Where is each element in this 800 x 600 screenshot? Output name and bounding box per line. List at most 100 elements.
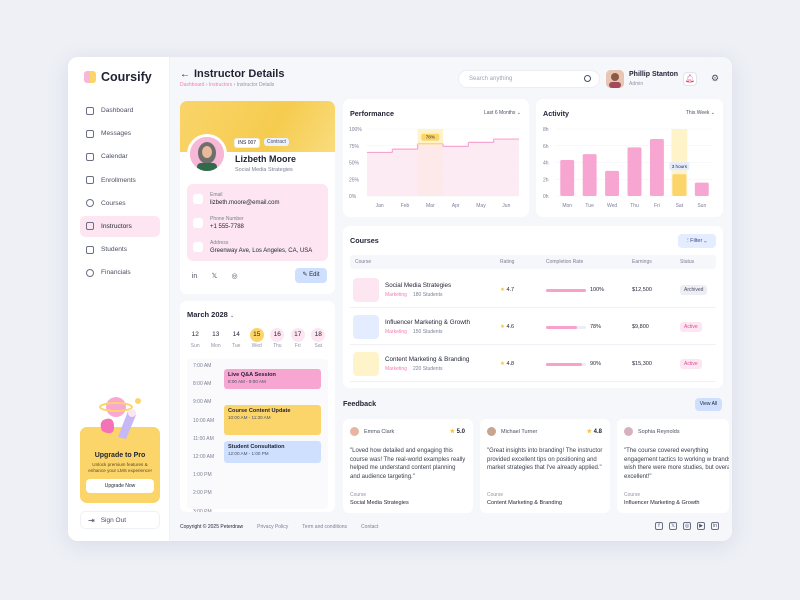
x-tick-label: Tue: [585, 203, 594, 209]
sidebar-item-dashboard[interactable]: Dashboard: [80, 100, 160, 121]
activity-bar[interactable]: [582, 154, 597, 196]
table-row[interactable]: Social Media Strategies Marketing 180 Stud…: [350, 272, 716, 308]
review-text: "The course covered everything engagemen…: [624, 448, 729, 481]
sidebar-item-financials[interactable]: Financials: [80, 262, 160, 283]
breadcrumb: Dashboard › Instructors › Instructor Det…: [180, 82, 275, 88]
sidebar-item-courses[interactable]: Courses: [80, 193, 160, 214]
search-input[interactable]: Search anything: [458, 70, 600, 88]
calendar-day[interactable]: 18 Sat: [310, 328, 327, 349]
review-rating: ★ 5.0: [450, 428, 465, 435]
course-rating: ★ 4.7: [500, 287, 514, 293]
calendar-day[interactable]: 14 Tue: [228, 328, 245, 349]
col-course[interactable]: Course: [355, 259, 372, 265]
breadcrumb-item[interactable]: Dashboard: [180, 82, 205, 88]
app-window: Coursify Dashboard Messages Calendar Enr…: [68, 57, 732, 541]
contract-badge: Contract: [264, 138, 289, 146]
col-completion[interactable]: Completion Rate: [546, 259, 584, 265]
table-row[interactable]: Influencer Marketing & Growth Marketing 15…: [350, 309, 716, 345]
avatar[interactable]: [606, 70, 624, 88]
course-thumbnail: [353, 278, 379, 302]
email-value[interactable]: lizbeth.moore@email.com: [210, 200, 280, 206]
course-name[interactable]: Content Marketing & Branding: [385, 356, 470, 363]
signout-button[interactable]: ⇥ Sign Out: [80, 511, 160, 529]
review-course: Social Media Strategies: [350, 500, 409, 506]
back-arrow-icon[interactable]: ←: [180, 69, 190, 80]
calendar-event[interactable]: Student Consultation 12:00 AM - 1:00 PM: [224, 441, 321, 463]
breadcrumb-item[interactable]: Instructors: [208, 82, 233, 88]
sidebar-item-label: Messages: [101, 130, 132, 138]
feedback-card[interactable]: Sophia Reynolds "The course covered every…: [617, 419, 729, 513]
activity-bar[interactable]: [694, 182, 709, 196]
table-row[interactable]: Content Marketing & Branding Marketing 220…: [350, 346, 716, 382]
search-icon[interactable]: [584, 75, 591, 82]
course-name[interactable]: Influencer Marketing & Growth: [385, 319, 471, 326]
edit-button[interactable]: ✎ Edit: [295, 268, 327, 283]
bell-icon[interactable]: 🔔︎: [683, 72, 697, 86]
calendar-month[interactable]: March 2028 ⌄: [187, 310, 234, 319]
feedback-card[interactable]: Emma Clark ★ 5.0 "Loved how detailed and e…: [343, 419, 473, 513]
youtube-icon[interactable]: ▶: [697, 522, 705, 530]
performance-area: [367, 139, 519, 196]
rating-value: 4.6: [506, 324, 515, 330]
activity-bar[interactable]: [649, 139, 664, 196]
course-rating: ★ 4.8: [500, 361, 514, 367]
linkedin-icon[interactable]: in: [711, 522, 719, 530]
filter-label: Filter: [690, 238, 703, 244]
activity-bar[interactable]: [605, 170, 620, 196]
calendar-day[interactable]: 12 Sun: [187, 328, 204, 349]
sidebar: Coursify Dashboard Messages Calendar Enr…: [68, 57, 170, 541]
course-name[interactable]: Social Media Strategies: [385, 282, 452, 289]
performance-range-select[interactable]: Last 6 Months ⌄: [484, 110, 521, 116]
calendar-day-name: Thu: [272, 343, 282, 349]
review-text: "Great insights into branding! The instr…: [487, 448, 603, 472]
sidebar-item-students[interactable]: Students: [80, 239, 160, 260]
logo[interactable]: Coursify: [84, 70, 152, 84]
sidebar-item-instructors[interactable]: Instructors: [80, 215, 160, 237]
terms-link[interactable]: Term and conditions: [302, 524, 348, 530]
upgrade-button[interactable]: Upgrade Now: [86, 478, 154, 493]
phone-value[interactable]: +1 555-7788: [210, 224, 244, 230]
x-icon[interactable]: 𝕏: [669, 522, 677, 530]
linkedin-icon[interactable]: in: [191, 273, 198, 280]
feedback-card[interactable]: Michael Turner ★ 4.8 "Great insights into …: [480, 419, 610, 513]
x-icon[interactable]: 𝕏: [211, 273, 218, 280]
completion-bar: [546, 326, 586, 329]
instructor-name: Lizbeth Moore: [235, 154, 296, 164]
sidebar-item-enrollments[interactable]: Enrollments: [80, 170, 160, 191]
graduation-cap-icon: [86, 245, 94, 254]
contact-link[interactable]: Contact: [361, 524, 379, 530]
instagram-icon[interactable]: ◎: [683, 522, 691, 530]
calendar-event[interactable]: Live Q&A Session 8:00 AM - 9:00 AM: [224, 369, 321, 389]
activity-bar[interactable]: [627, 147, 642, 196]
completion-bar: [546, 289, 586, 292]
logo-icon: [84, 71, 96, 83]
star-icon: ★: [500, 287, 505, 293]
sidebar-item-messages[interactable]: Messages: [80, 123, 160, 144]
col-rating[interactable]: Rating: [500, 259, 515, 265]
facebook-icon[interactable]: f: [655, 522, 663, 530]
calendar-event[interactable]: Course Content Update 10:00 AM - 11:30 AM: [224, 405, 321, 435]
privacy-link[interactable]: Privacy Policy: [257, 524, 289, 530]
calendar-day[interactable]: 15 Wed: [249, 328, 266, 349]
gear-icon[interactable]: ⚙: [710, 73, 720, 83]
col-status[interactable]: Status: [680, 259, 695, 265]
rating-value: 4.8: [506, 361, 515, 367]
sidebar-item-calendar[interactable]: Calendar: [80, 146, 160, 167]
filter-button[interactable]: ⫶ Filter ⌄: [678, 234, 716, 248]
sidebar-item-label: Enrollments: [101, 176, 136, 184]
status-badge: Active: [680, 322, 702, 332]
page-title: Instructor Details: [194, 68, 285, 80]
instagram-icon[interactable]: ◎: [231, 273, 238, 280]
view-all-button[interactable]: View All: [695, 398, 722, 411]
course-earnings: $9,800: [632, 324, 649, 330]
calendar-day[interactable]: 13 Mon: [208, 328, 225, 349]
activity-bar[interactable]: [560, 159, 575, 196]
calendar-day[interactable]: 17 Fri: [290, 328, 307, 349]
upgrade-title: Upgrade to Pro: [94, 452, 146, 459]
col-earnings[interactable]: Earnings: [632, 259, 652, 265]
activity-bar[interactable]: [672, 174, 687, 196]
calendar-week: 12 Sun 13 Mon 14 Tue 15 Wed 16 Thu 17 Fri 18 Sat: [187, 328, 327, 349]
activity-range-select[interactable]: This Week ⌄: [685, 110, 715, 116]
calendar-day[interactable]: 16 Thu: [269, 328, 286, 349]
calendar-schedule: 7:00 AM 8:00 AM 9:00 AM 10:00 AM 11:00 AM 12:…: [187, 359, 328, 512]
